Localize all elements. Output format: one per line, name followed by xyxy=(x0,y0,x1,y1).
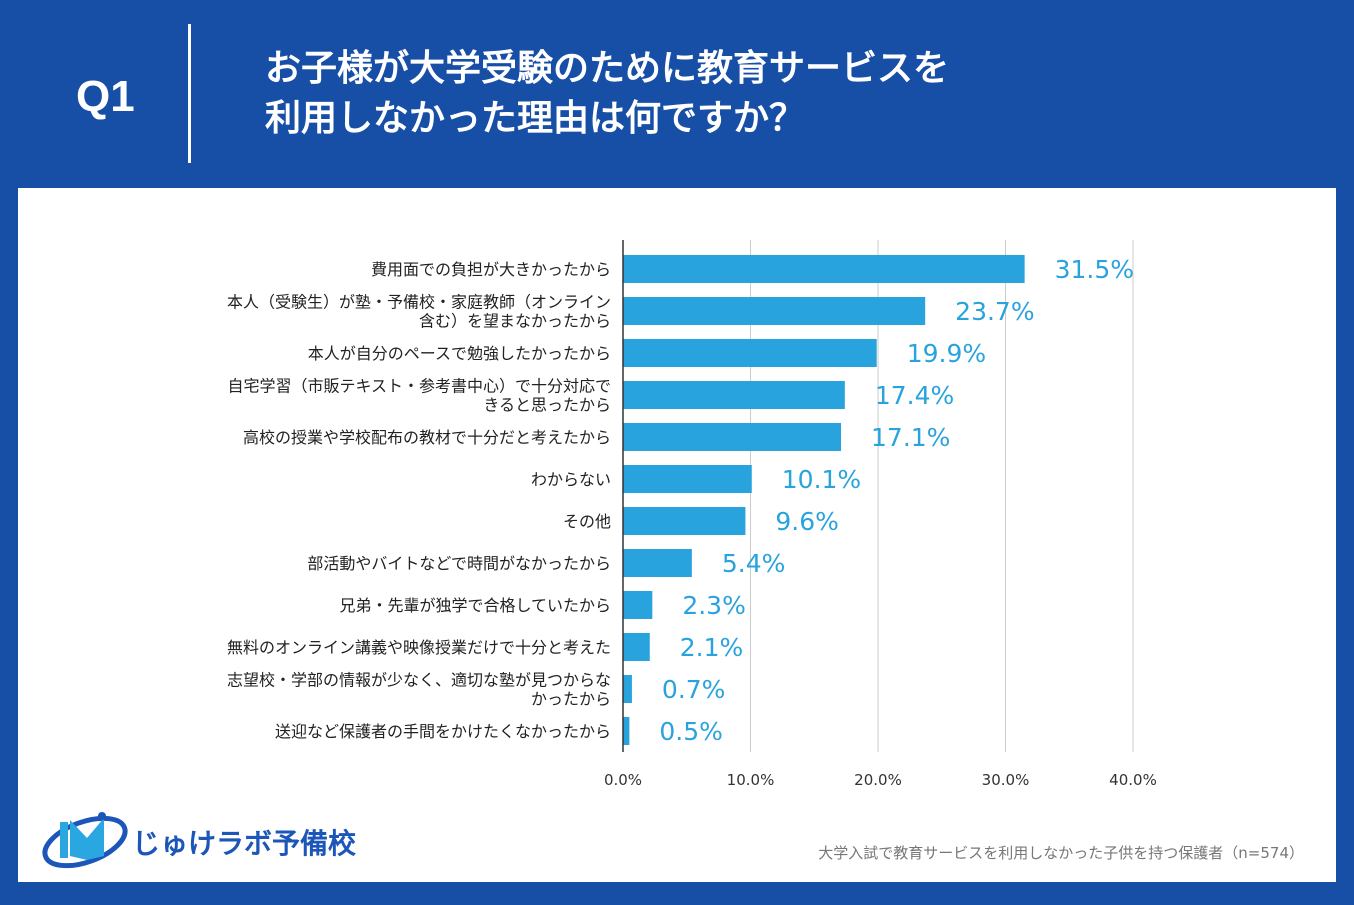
category-label: 兄弟・先輩が独学で合格していたから xyxy=(339,596,611,615)
category-label: わからない xyxy=(531,470,611,489)
header-divider xyxy=(188,24,191,163)
category-label: その他 xyxy=(563,512,611,531)
page-title: お子様が大学受験のために教育サービスを 利用しなかった理由は何ですか？ xyxy=(265,48,950,139)
footnote: 大学入試で教育サービスを利用しなかった子供を持つ保護者（n=574） xyxy=(818,844,1304,862)
data-label: 10.1% xyxy=(782,465,861,494)
bar xyxy=(623,675,632,703)
data-label: 31.5% xyxy=(1055,255,1134,284)
category-label: 部活動やバイトなどで時間がなかったから xyxy=(307,554,611,573)
x-tick-label: 0.0% xyxy=(604,771,642,789)
x-tick-label: 20.0% xyxy=(854,771,902,789)
data-label: 17.1% xyxy=(871,423,950,452)
bar xyxy=(623,339,877,367)
x-tick-label: 40.0% xyxy=(1109,771,1157,789)
category-label: きると思ったから xyxy=(483,396,611,415)
bar xyxy=(623,591,653,619)
bar xyxy=(623,381,845,409)
data-label: 17.4% xyxy=(875,381,954,410)
book-logo-icon xyxy=(42,812,128,869)
bar xyxy=(623,297,926,325)
bar xyxy=(623,255,1025,283)
question-number: Q1 xyxy=(76,72,135,121)
bar xyxy=(623,465,752,493)
data-label: 9.6% xyxy=(775,507,839,536)
bar xyxy=(623,507,746,535)
category-label: 費用面での負担が大きかったから xyxy=(371,260,611,279)
category-label: 無料のオンライン講義や映像授業だけで十分と考えた xyxy=(227,638,611,657)
category-label: 本人（受験生）が塾・予備校・家庭教師（オンライン xyxy=(227,293,611,312)
x-tick-label: 10.0% xyxy=(727,771,775,789)
category-label: 志望校・学部の情報が少なく、適切な塾が見つからな xyxy=(227,671,611,690)
data-label: 0.7% xyxy=(662,675,726,704)
bar xyxy=(623,423,842,451)
data-label: 2.3% xyxy=(682,591,746,620)
bar xyxy=(623,633,650,661)
bar xyxy=(623,717,630,745)
category-label: 含む）を望まなかったから xyxy=(419,312,611,331)
category-label: かったから xyxy=(531,690,611,709)
category-label: 自宅学習（市販テキスト・参考書中心）で十分対応で xyxy=(227,377,611,396)
bar xyxy=(623,549,692,577)
x-tick-label: 30.0% xyxy=(982,771,1030,789)
data-label: 5.4% xyxy=(722,549,786,578)
data-label: 23.7% xyxy=(955,297,1034,326)
category-label: 本人が自分のペースで勉強したかったから xyxy=(308,344,611,363)
logo: じゅけラボ予備校 xyxy=(40,810,360,870)
logo-text: じゅけラボ予備校 xyxy=(132,827,357,860)
category-label: 送迎など保護者の手間をかけたくなかったから xyxy=(275,722,611,741)
category-label: 高校の授業や学校配布の教材で十分だと考えたから xyxy=(243,428,611,447)
data-label: 2.1% xyxy=(680,633,744,662)
data-label: 19.9% xyxy=(907,339,986,368)
data-label: 0.5% xyxy=(659,717,723,746)
